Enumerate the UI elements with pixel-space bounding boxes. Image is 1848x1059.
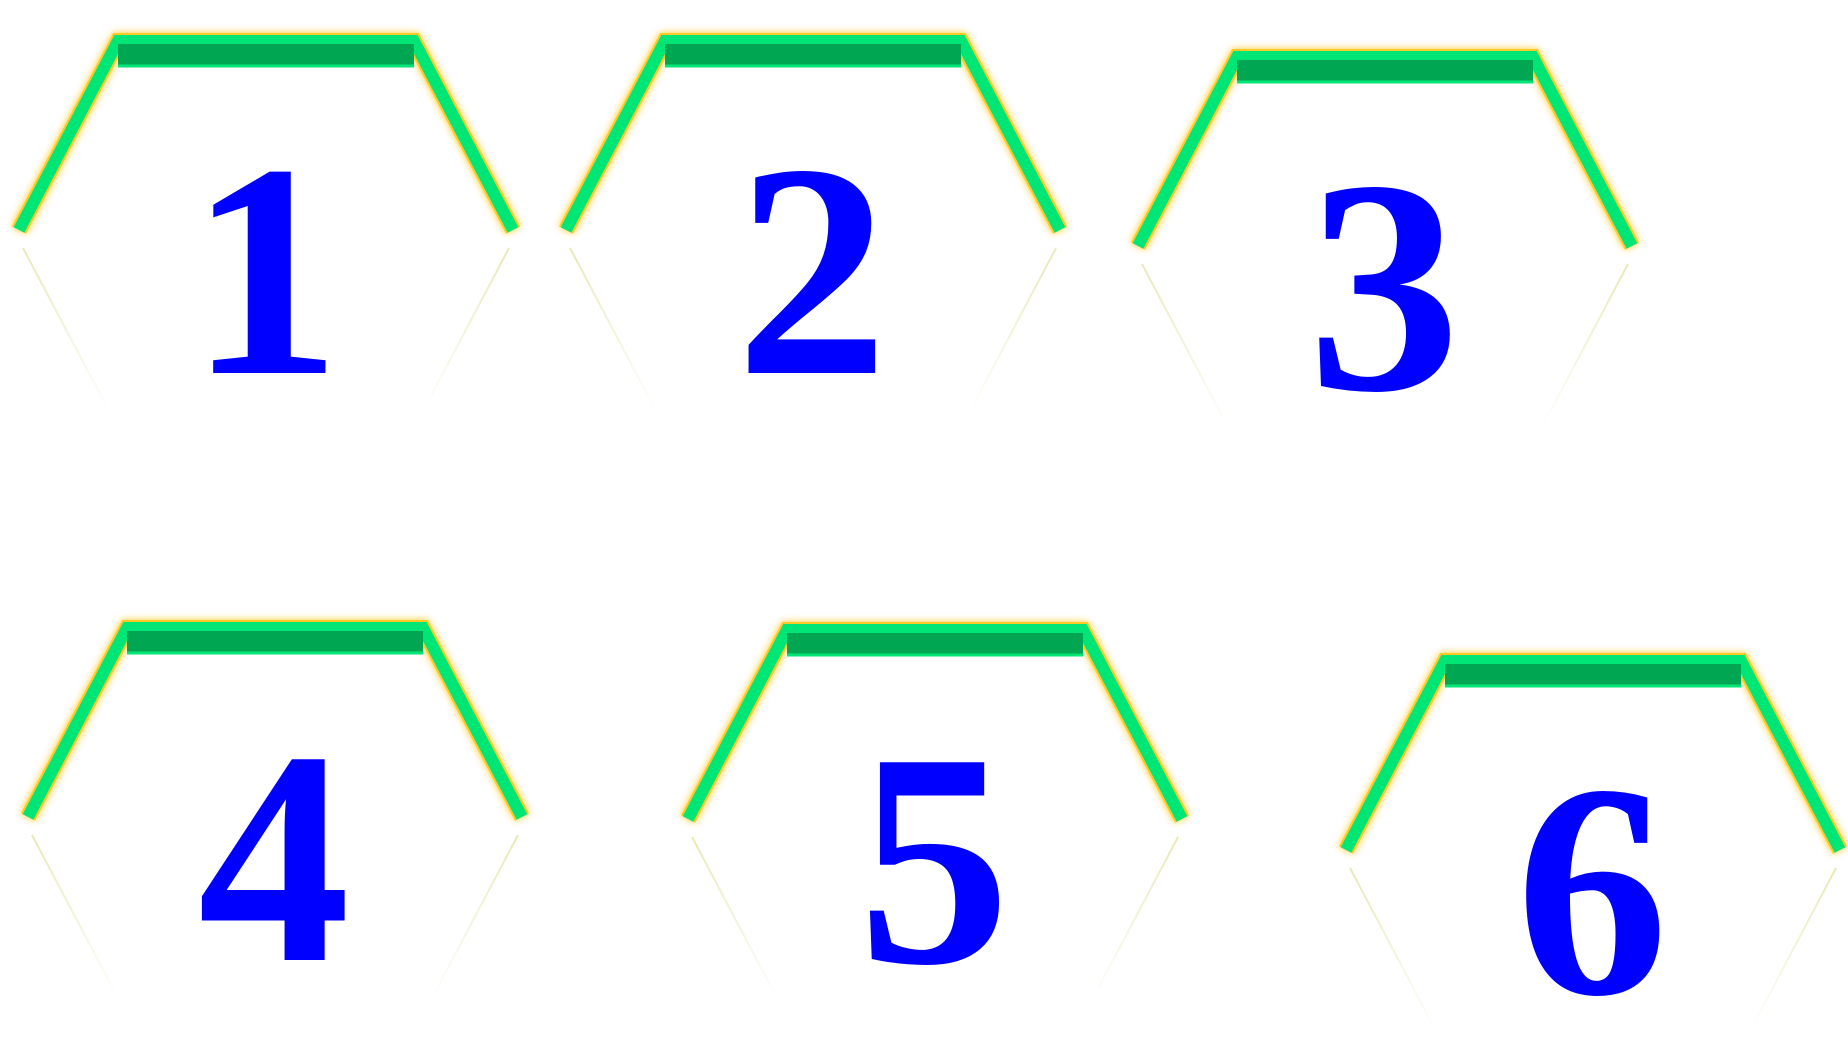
hexagon-frame bbox=[1338, 653, 1848, 1034]
hexagon-frame bbox=[680, 622, 1190, 1003]
badge-number: 6 bbox=[1515, 721, 1669, 1059]
badge-number: 4 bbox=[197, 688, 351, 1026]
hexagon-frame bbox=[1130, 49, 1640, 430]
hexagon-badge-3: 3 bbox=[1130, 34, 1640, 455]
badge-number: 1 bbox=[188, 101, 342, 439]
hexagon-badge-1: 1 bbox=[11, 18, 521, 439]
hexagon-frame bbox=[20, 620, 530, 1001]
hexagon-frame bbox=[11, 33, 521, 414]
badge-number: 3 bbox=[1307, 117, 1461, 455]
badge-number: 2 bbox=[735, 101, 889, 439]
badge-number: 5 bbox=[857, 690, 1011, 1028]
hexagon-badge-2: 2 bbox=[558, 18, 1068, 439]
hexagon-frame bbox=[558, 33, 1068, 414]
hexagon-badge-4: 4 bbox=[20, 605, 530, 1026]
hexagon-badge-5: 5 bbox=[680, 607, 1190, 1028]
hexagon-badge-6: 6 bbox=[1338, 638, 1848, 1059]
